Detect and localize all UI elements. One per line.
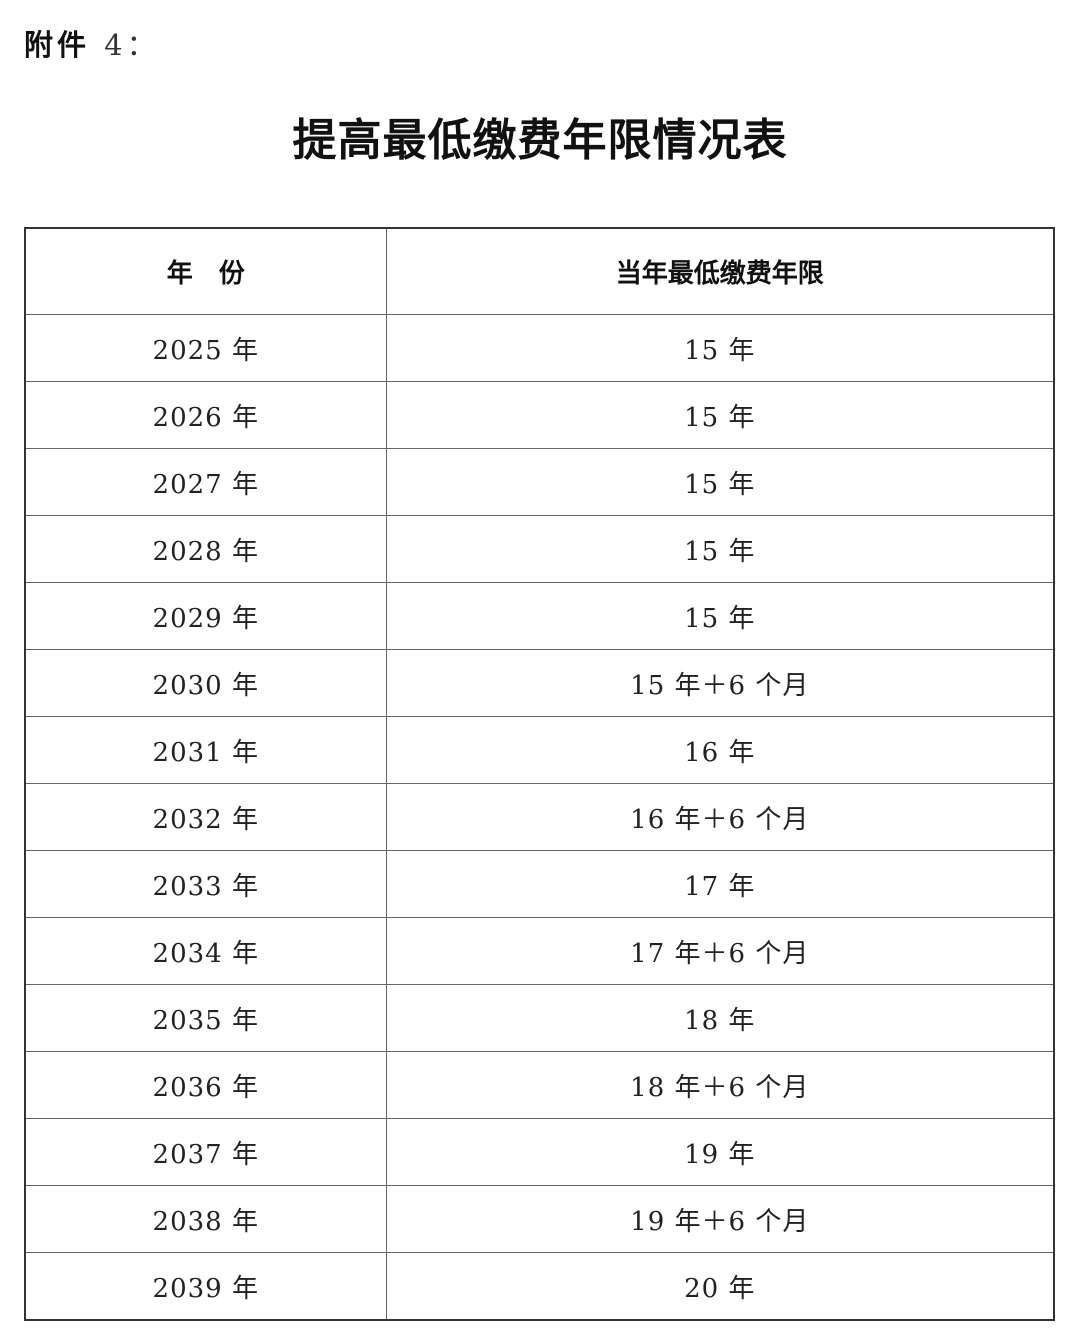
- year-cell: 2035 年: [24, 984, 387, 1052]
- min-years-cell: 17 年＋6 个月: [385, 917, 1055, 985]
- min-years-cell: 18 年＋6 个月: [385, 1051, 1055, 1119]
- table-row: 2035 年 18 年: [24, 984, 1055, 1052]
- table-row: 2033 年 17 年: [24, 850, 1055, 918]
- page-title: 提高最低缴费年限情况表: [292, 115, 788, 166]
- min-years-cell: 15 年＋6 个月: [385, 649, 1055, 717]
- header-min-years: 当年最低缴费年限: [385, 227, 1055, 315]
- min-years-cell: 15 年: [385, 381, 1055, 449]
- year-cell: 2032 年: [24, 783, 387, 851]
- min-years-cell: 18 年: [385, 984, 1055, 1052]
- year-cell: 2033 年: [24, 850, 387, 918]
- table-row: 2036 年 18 年＋6 个月: [24, 1051, 1055, 1119]
- table-header-row: 年 份 当年最低缴费年限: [24, 227, 1055, 315]
- year-cell: 2036 年: [24, 1051, 387, 1119]
- table-row: 2038 年 19 年＋6 个月: [24, 1185, 1055, 1253]
- attachment-label: 附件 4：: [24, 22, 160, 64]
- year-cell: 2029 年: [24, 582, 387, 650]
- year-cell: 2037 年: [24, 1118, 387, 1186]
- year-cell: 2038 年: [24, 1185, 387, 1253]
- table-row: 2037 年 19 年: [24, 1118, 1055, 1186]
- year-cell: 2028 年: [24, 515, 387, 583]
- header-year: 年 份: [24, 227, 387, 315]
- min-years-cell: 15 年: [385, 448, 1055, 516]
- year-cell: 2030 年: [24, 649, 387, 717]
- table-row: 2030 年 15 年＋6 个月: [24, 649, 1055, 717]
- year-cell: 2025 年: [24, 314, 387, 382]
- year-cell: 2031 年: [24, 716, 387, 784]
- attachment-number: 4：: [104, 28, 160, 62]
- min-years-cell: 15 年: [385, 515, 1055, 583]
- year-cell: 2034 年: [24, 917, 387, 985]
- table-row: 2034 年 17 年＋6 个月: [24, 917, 1055, 985]
- table-row: 2027 年 15 年: [24, 448, 1055, 516]
- year-cell: 2027 年: [24, 448, 387, 516]
- table-row: 2025 年 15 年: [24, 314, 1055, 382]
- min-years-cell: 19 年: [385, 1118, 1055, 1186]
- year-cell: 2039 年: [24, 1252, 387, 1321]
- attachment-text: 附件: [24, 28, 91, 62]
- table-row: 2029 年 15 年: [24, 582, 1055, 650]
- table-row: 2026 年 15 年: [24, 381, 1055, 449]
- min-years-cell: 16 年: [385, 716, 1055, 784]
- min-years-cell: 15 年: [385, 314, 1055, 382]
- min-years-cell: 16 年＋6 个月: [385, 783, 1055, 851]
- min-years-cell: 19 年＋6 个月: [385, 1185, 1055, 1253]
- table-row: 2032 年 16 年＋6 个月: [24, 783, 1055, 851]
- min-years-cell: 20 年: [385, 1252, 1055, 1321]
- table-row: 2028 年 15 年: [24, 515, 1055, 583]
- min-years-cell: 15 年: [385, 582, 1055, 650]
- year-cell: 2026 年: [24, 381, 387, 449]
- table-row: 2039 年 20 年: [24, 1252, 1055, 1321]
- min-years-cell: 17 年: [385, 850, 1055, 918]
- table-row: 2031 年 16 年: [24, 716, 1055, 784]
